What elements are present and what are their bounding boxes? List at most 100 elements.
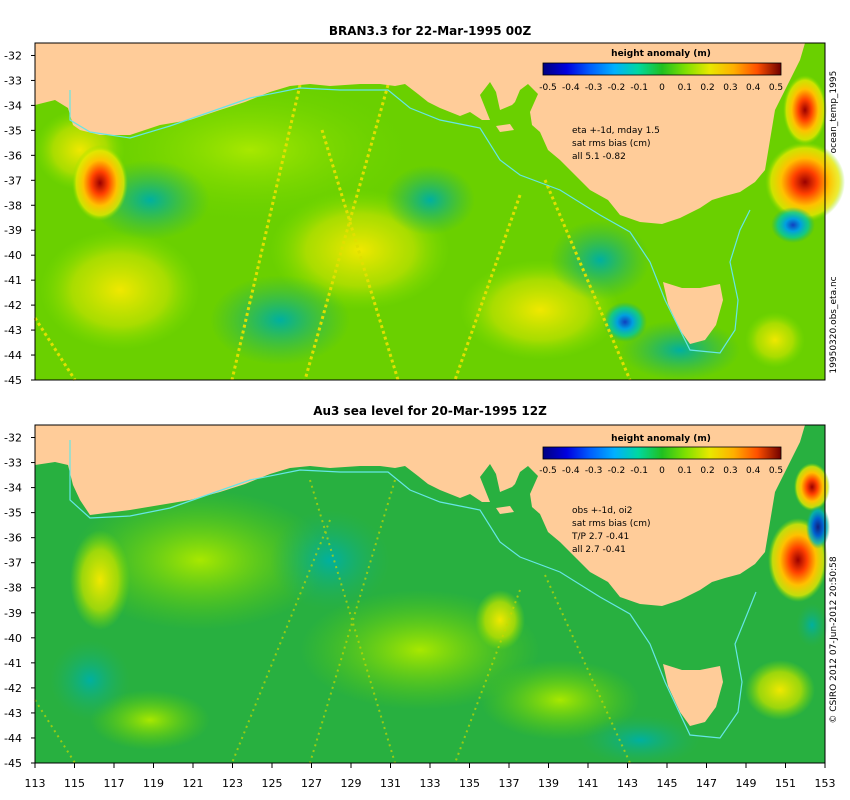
panel-top-map: height anomaly (m) -0.5 -0.4 -0.3 -0.2 -0.1 0… <box>33 42 845 381</box>
panel-top: BRAN3.3 for 22-Mar-1995 00Z <box>4 24 845 387</box>
panel-top-annotation-line-3: all 5.1 -0.82 <box>572 152 626 162</box>
y-tick-label: -42 <box>4 299 22 312</box>
y-tick-label: -34 <box>4 99 22 112</box>
y-tick-label: -36 <box>4 532 22 545</box>
colorbar-tick-label: -0.4 <box>562 83 580 93</box>
y-tick-label: -38 <box>4 582 22 595</box>
x-tick-label: 121 <box>183 777 204 790</box>
x-tick-label: 139 <box>538 777 559 790</box>
panel-bottom-colorbar-title: height anomaly (m) <box>611 434 711 444</box>
x-tick-label: 145 <box>657 777 678 790</box>
y-tick-label: -37 <box>4 557 22 570</box>
x-tick-label: 151 <box>775 777 796 790</box>
x-tick-label: 153 <box>815 777 836 790</box>
tasmania-land <box>663 664 723 726</box>
y-tick-label: -38 <box>4 199 22 212</box>
y-tick-label: -33 <box>4 457 22 470</box>
panel-top-side-text-bottom: 19950320.obs_eta.nc <box>829 276 839 373</box>
panel-bottom-satellite-tracks <box>34 479 631 764</box>
colorbar-tick-label: -0.2 <box>608 466 626 476</box>
y-tick-label: -45 <box>4 374 22 387</box>
colorbar-tick-label: 0.3 <box>723 83 737 93</box>
x-axis: 113 115 117 119 121 123 125 127 129 131 133 135 137 1… <box>25 763 836 790</box>
panel-bottom-annotation: obs +-1d, oi2 sat rms bias (cm) T/P 2.7 … <box>571 506 650 555</box>
y-tick-label: -44 <box>4 349 22 362</box>
panel-bottom-colorbar-bar <box>542 446 782 460</box>
kangaroo-island-land <box>496 124 514 132</box>
y-tick-label: -33 <box>4 74 22 87</box>
panel-top-side-text-top: ocean_temp_1995 <box>829 71 839 154</box>
colorbar-tick-label: -0.5 <box>539 83 557 93</box>
panel-bottom-side-text-bottom: © CSIRO 2012 07-Jun-2012 20:50:58 <box>829 556 839 723</box>
x-tick-label: 119 <box>143 777 164 790</box>
y-tick-label: -34 <box>4 482 22 495</box>
panel-bottom: Au3 sea level for 20-Mar-1995 12Z <box>4 404 839 770</box>
colorbar-tick-label: 0.1 <box>678 83 692 93</box>
panel-top-colorbar: height anomaly (m) -0.5 -0.4 -0.3 -0.2 -0.1 0… <box>539 49 783 93</box>
colorbar-tick-label: 0 <box>659 466 665 476</box>
panel-top-y-axis: -32 -33 -34 -35 -36 -37 -38 -39 -40 -41 -42 -43 -44 -… <box>4 49 35 387</box>
panel-bottom-title: Au3 sea level for 20-Mar-1995 12Z <box>313 404 547 418</box>
y-tick-label: -37 <box>4 174 22 187</box>
x-tick-label: 127 <box>301 777 322 790</box>
x-tick-label: 123 <box>222 777 243 790</box>
x-tick-label: 113 <box>25 777 46 790</box>
y-tick-label: -41 <box>4 657 22 670</box>
x-tick-label: 117 <box>104 777 125 790</box>
australia-land <box>35 43 805 224</box>
x-tick-label: 125 <box>262 777 283 790</box>
colorbar-tick-label: 0 <box>659 83 665 93</box>
colorbar-tick-label: 0.2 <box>700 466 714 476</box>
x-tick-label: 149 <box>736 777 757 790</box>
y-tick-label: -44 <box>4 732 22 745</box>
colorbar-tick-label: -0.3 <box>585 466 603 476</box>
australia-land <box>35 425 805 606</box>
panel-top-annotation-line-2: sat rms bias (cm) <box>572 139 650 149</box>
panel-bottom-annotation-line-2: sat rms bias (cm) <box>572 519 650 529</box>
colorbar-tick-label: 0.4 <box>746 83 761 93</box>
panel-bottom-annotation-line-3: T/P 2.7 -0.41 <box>571 532 629 542</box>
panel-top-landmass <box>35 43 805 344</box>
panel-top-annotation-line-1: eta +-1d, mday 1.5 <box>572 126 660 136</box>
panel-top-colorbar-bar <box>542 62 782 76</box>
panel-top-annotation: eta +-1d, mday 1.5 sat rms bias (cm) all… <box>572 126 660 162</box>
y-tick-label: -39 <box>4 607 22 620</box>
x-tick-label: 141 <box>578 777 599 790</box>
y-tick-label: -45 <box>4 757 22 770</box>
colorbar-tick-label: 0.3 <box>723 466 737 476</box>
kangaroo-island-land <box>496 506 514 514</box>
colorbar-tick-label: -0.3 <box>585 83 603 93</box>
panel-top-colorbar-ticks: -0.5 -0.4 -0.3 -0.2 -0.1 0 0.1 0.2 0.3 0.4 0.5 <box>539 83 783 93</box>
panel-top-title: BRAN3.3 for 22-Mar-1995 00Z <box>329 24 532 38</box>
panel-top-frame <box>34 42 826 381</box>
colorbar-tick-label: -0.4 <box>562 466 580 476</box>
panel-top-shelf-contour <box>69 87 751 354</box>
panel-bottom-annotation-line-1: obs +-1d, oi2 <box>572 506 632 516</box>
panel-bottom-map: height anomaly (m) -0.5 -0.4 -0.3 -0.2 -0.1 0… <box>34 424 830 765</box>
panel-bottom-landmass <box>35 425 805 726</box>
y-tick-label: -42 <box>4 682 22 695</box>
x-tick-label: 147 <box>696 777 717 790</box>
colorbar-tick-label: -0.1 <box>630 83 648 93</box>
panel-top-satellite-tracks <box>33 84 632 381</box>
y-tick-label: -40 <box>4 632 22 645</box>
panel-bottom-anomaly-field <box>50 463 830 765</box>
y-tick-label: -40 <box>4 249 22 262</box>
colorbar-tick-label: -0.2 <box>608 83 626 93</box>
y-tick-label: -43 <box>4 707 22 720</box>
x-tick-label: 129 <box>341 777 362 790</box>
panel-bottom-colorbar-ticks: -0.5 -0.4 -0.3 -0.2 -0.1 0 0.1 0.2 0.3 0.4 0.5 <box>539 466 783 476</box>
colorbar-tick-label: 0.5 <box>769 466 783 476</box>
y-tick-label: -32 <box>4 49 22 62</box>
colorbar-tick-label: 0.5 <box>769 83 783 93</box>
panel-bottom-annotation-line-4: all 2.7 -0.41 <box>572 545 626 555</box>
y-tick-label: -39 <box>4 224 22 237</box>
tasmania-land <box>663 282 723 344</box>
panel-bottom-colorbar: height anomaly (m) -0.5 -0.4 -0.3 -0.2 -0.1 0… <box>539 434 783 476</box>
y-tick-label: -43 <box>4 324 22 337</box>
y-tick-label: -36 <box>4 149 22 162</box>
y-tick-label: -32 <box>4 432 22 445</box>
x-tick-label: 137 <box>499 777 520 790</box>
panel-bottom-shelf-contour <box>69 440 757 739</box>
